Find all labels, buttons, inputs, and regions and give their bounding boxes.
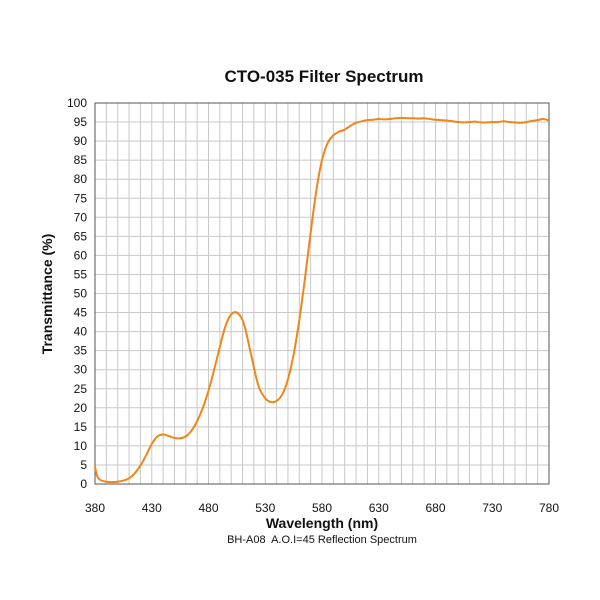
grid-lines bbox=[94, 102, 550, 485]
y-tick-label: 45 bbox=[74, 306, 88, 320]
y-tick-label: 55 bbox=[74, 267, 88, 281]
x-axis-label: Wavelength (nm) bbox=[266, 515, 378, 531]
y-tick-label: 50 bbox=[74, 287, 88, 301]
plot-frame bbox=[94, 102, 550, 485]
x-tick-label: 480 bbox=[198, 501, 218, 515]
y-tick-label: 25 bbox=[74, 382, 88, 396]
x-tick-label: 530 bbox=[255, 501, 275, 515]
y-tick-label: 85 bbox=[74, 153, 88, 167]
x-tick-label: 630 bbox=[369, 501, 389, 515]
x-tick-label: 780 bbox=[539, 501, 559, 515]
y-tick-label: 60 bbox=[74, 248, 88, 262]
chart-title: CTO-035 Filter Spectrum bbox=[224, 67, 423, 86]
y-axis-label: Transmittance (%) bbox=[39, 234, 55, 355]
y-tick-label: 15 bbox=[74, 420, 88, 434]
y-axis-ticks: 0 5 10 15 20 25 30 35 40 45 50 55 60 65 70 75 80 85 90 95 10… bbox=[67, 96, 87, 491]
y-tick-label: 5 bbox=[80, 458, 87, 472]
y-tick-label: 95 bbox=[74, 115, 88, 129]
y-tick-label: 80 bbox=[74, 172, 88, 186]
y-tick-label: 35 bbox=[74, 344, 88, 358]
y-tick-label: 70 bbox=[74, 210, 88, 224]
y-tick-label: 100 bbox=[67, 96, 87, 110]
y-tick-label: 75 bbox=[74, 191, 88, 205]
x-tick-label: 430 bbox=[142, 501, 162, 515]
x-axis-ticks: 380 430 480 530 580 630 680 730 780 bbox=[85, 501, 559, 515]
y-tick-label: 65 bbox=[74, 229, 88, 243]
chart-subtitle: BH-A08 A.O.I=45 Reflection Spectrum bbox=[227, 534, 417, 546]
y-tick-label: 40 bbox=[74, 325, 88, 339]
x-tick-label: 730 bbox=[482, 501, 502, 515]
y-tick-label: 0 bbox=[80, 477, 87, 491]
y-tick-label: 10 bbox=[74, 439, 88, 453]
y-tick-label: 20 bbox=[74, 401, 88, 415]
x-tick-label: 680 bbox=[425, 501, 445, 515]
y-tick-label: 30 bbox=[74, 363, 88, 377]
y-tick-label: 90 bbox=[74, 134, 88, 148]
x-tick-label: 380 bbox=[85, 501, 105, 515]
x-tick-label: 580 bbox=[312, 501, 332, 515]
transmittance-series-line bbox=[94, 116, 550, 484]
